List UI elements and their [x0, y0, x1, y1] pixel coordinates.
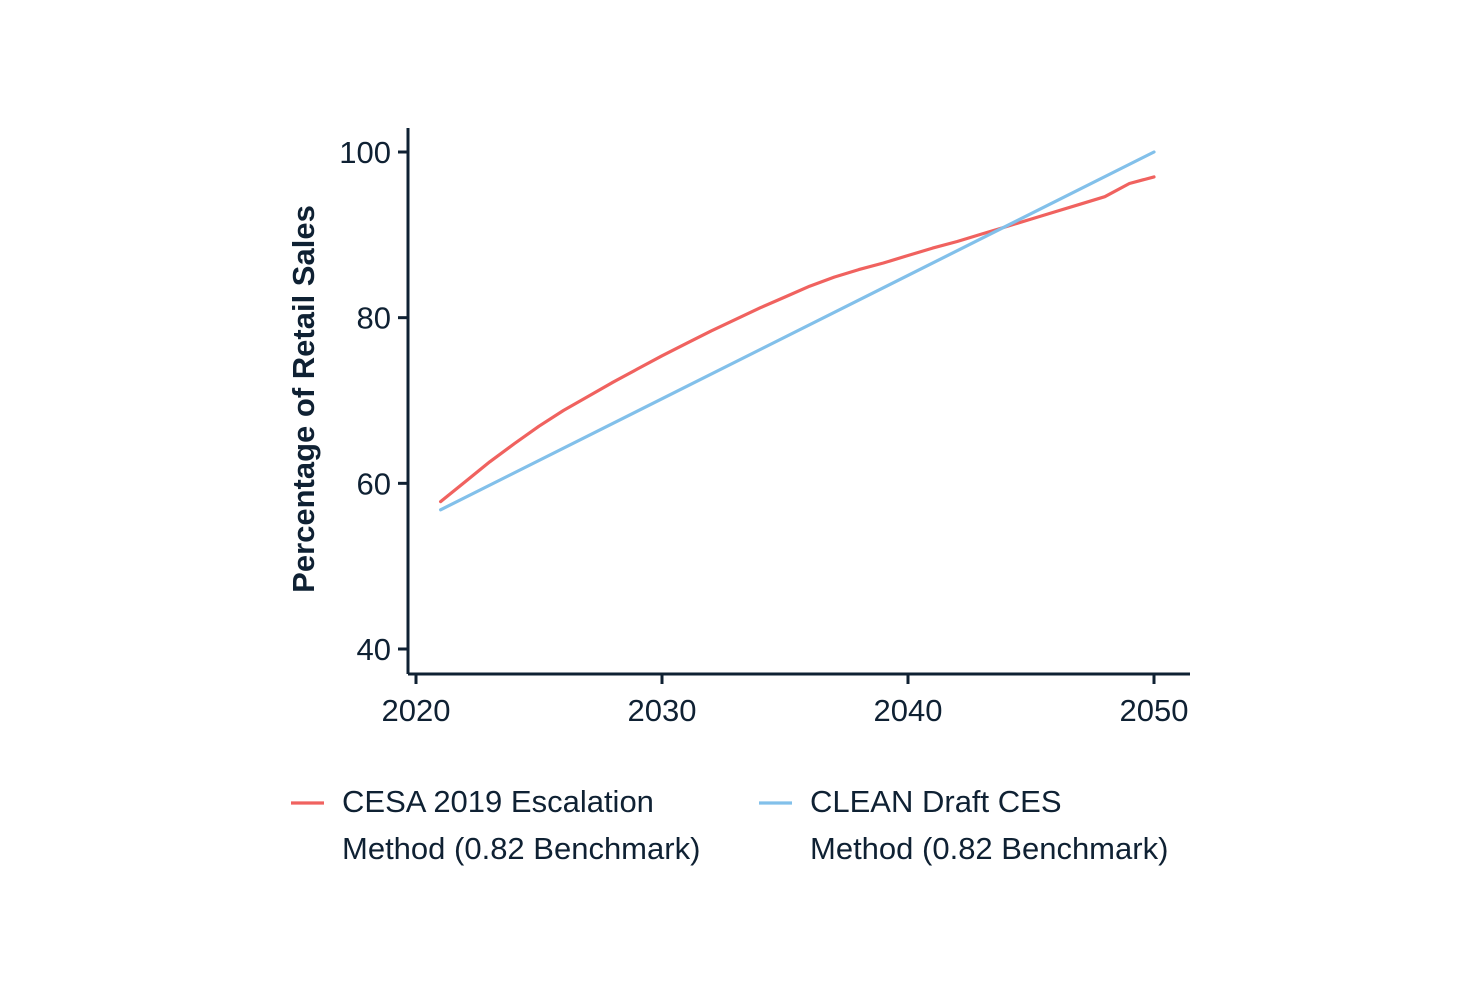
x-tick-label: 2050	[1120, 693, 1189, 728]
x-tick-label: 2020	[382, 693, 451, 728]
legend-label-2: CLEAN Draft CES	[810, 784, 1062, 819]
legend-label-1: Method (0.82 Benchmark)	[342, 831, 700, 866]
y-tick-label: 80	[357, 301, 391, 336]
y-tick-label: 100	[339, 135, 391, 170]
series-lines	[439, 150, 1156, 512]
legend: CESA 2019 Escalation Method (0.82 Benchma…	[291, 784, 1168, 866]
y-tick-label: 40	[357, 632, 391, 667]
series-line-2	[439, 150, 1156, 512]
axes: 40 60 80 100 2020 2030 2040 2050 Percentage of R…	[286, 128, 1190, 728]
x-tick-label: 2030	[628, 693, 697, 728]
y-axis-title: Percentage of Retail Sales	[286, 205, 321, 593]
legend-label-1: CESA 2019 Escalation	[342, 784, 654, 819]
series-line-1	[439, 175, 1156, 504]
legend-label-2: Method (0.82 Benchmark)	[810, 831, 1168, 866]
y-tick-label: 60	[357, 466, 391, 501]
x-tick-label: 2040	[874, 693, 943, 728]
